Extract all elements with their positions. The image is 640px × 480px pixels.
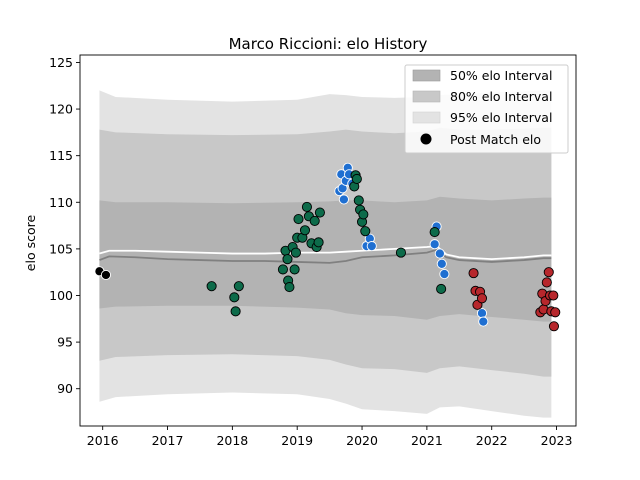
y-tick-label: 95 bbox=[57, 335, 73, 350]
data-point bbox=[230, 306, 241, 317]
axes: 2016 2017 2018 2019 2020 2021 2022 2023 90 95 100 1… bbox=[49, 54, 577, 448]
data-point bbox=[550, 307, 561, 318]
data-point bbox=[351, 173, 362, 185]
legend-label-50: 50% elo Interval bbox=[450, 68, 552, 83]
trend-line-1 bbox=[99, 248, 552, 264]
legend-label-80: 80% elo Interval bbox=[450, 89, 552, 104]
data-point bbox=[313, 237, 324, 248]
data-point bbox=[299, 225, 311, 236]
y-tick-label: 100 bbox=[49, 288, 73, 303]
legend-label-95: 95% elo Interval bbox=[450, 110, 552, 125]
legend-swatch-50 bbox=[412, 69, 441, 82]
x-tick-label: 2022 bbox=[476, 433, 508, 448]
point-series-0 bbox=[94, 266, 111, 281]
data-point bbox=[206, 281, 217, 292]
y-tick-label: 90 bbox=[57, 381, 73, 396]
axes-frame bbox=[79, 54, 577, 427]
y-tick-label: 105 bbox=[49, 241, 73, 256]
y-axis-label: elo score bbox=[23, 215, 38, 272]
data-point bbox=[314, 207, 325, 218]
data-point bbox=[290, 247, 301, 258]
data-point bbox=[476, 293, 488, 304]
data-point bbox=[436, 283, 447, 295]
point-series-4 bbox=[468, 267, 561, 332]
x-tick-label: 2021 bbox=[411, 433, 443, 448]
data-point bbox=[353, 195, 364, 206]
y-tick-label: 120 bbox=[49, 102, 73, 117]
x-tick-label: 2020 bbox=[346, 433, 378, 448]
legend-marker-post-match bbox=[420, 133, 432, 145]
data-point bbox=[548, 321, 560, 332]
plot-content bbox=[94, 90, 561, 418]
data-point bbox=[338, 194, 349, 205]
y-tick-label: 125 bbox=[49, 55, 73, 70]
data-point bbox=[434, 248, 445, 259]
data-point bbox=[476, 308, 488, 319]
y-tick-label: 115 bbox=[49, 148, 73, 163]
legend-box bbox=[404, 64, 569, 154]
x-tick-label: 2019 bbox=[281, 433, 313, 448]
data-point bbox=[543, 267, 554, 278]
data-point bbox=[282, 254, 293, 265]
data-point bbox=[429, 239, 440, 250]
data-point bbox=[395, 247, 406, 258]
point-series-1 bbox=[206, 201, 447, 317]
data-point bbox=[366, 241, 377, 252]
data-point bbox=[439, 269, 450, 280]
data-point bbox=[478, 316, 489, 327]
plot-area bbox=[94, 90, 561, 418]
legend: 50% elo Interval 80% elo Interval 95% el… bbox=[404, 64, 569, 154]
data-point bbox=[293, 214, 304, 225]
x-tick-label: 2016 bbox=[87, 433, 119, 448]
data-point bbox=[358, 209, 369, 220]
point-series-3 bbox=[349, 170, 440, 238]
point-series-2 bbox=[334, 162, 489, 327]
trend-line-0 bbox=[99, 245, 552, 261]
data-point bbox=[548, 290, 559, 301]
data-point bbox=[429, 227, 440, 238]
legend-swatch-80 bbox=[412, 90, 441, 103]
data-point bbox=[468, 268, 479, 279]
data-point bbox=[301, 201, 312, 212]
legend-swatch-95 bbox=[412, 111, 441, 124]
legend-label-post-match: Post Match elo bbox=[450, 132, 541, 147]
data-point bbox=[229, 292, 240, 303]
x-tick-label: 2018 bbox=[216, 433, 248, 448]
data-point bbox=[541, 277, 552, 288]
data-point bbox=[289, 264, 300, 275]
data-point bbox=[277, 264, 288, 275]
data-point bbox=[436, 258, 447, 269]
x-tick-label: 2017 bbox=[152, 433, 184, 448]
data-point bbox=[360, 226, 371, 237]
x-tick-label: 2023 bbox=[541, 433, 573, 448]
data-point bbox=[100, 269, 111, 281]
data-point bbox=[284, 282, 295, 293]
data-point bbox=[309, 215, 320, 226]
y-tick-label: 110 bbox=[49, 195, 73, 210]
chart-title: Marco Riccioni: elo History bbox=[229, 35, 428, 53]
data-point bbox=[233, 281, 244, 292]
